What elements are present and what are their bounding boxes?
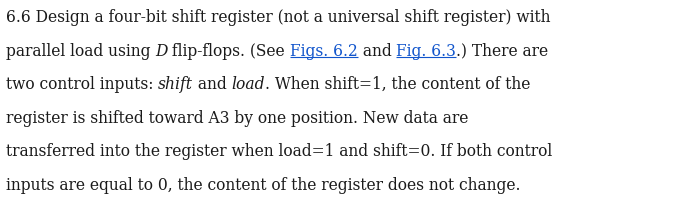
Text: .) There are: .) There are bbox=[456, 42, 548, 59]
Text: transferred into the register when load=1 and shift=0. If both control: transferred into the register when load=… bbox=[6, 142, 552, 159]
Text: inputs are equal to 0, the content of the register does not change.: inputs are equal to 0, the content of th… bbox=[6, 176, 520, 193]
Text: flip-flops. (See: flip-flops. (See bbox=[167, 42, 290, 59]
Text: 6.6 Design a four-bit shift register (not a universal shift register) with: 6.6 Design a four-bit shift register (no… bbox=[6, 9, 550, 26]
Text: Fig. 6.3: Fig. 6.3 bbox=[396, 42, 456, 59]
Text: register is shifted toward A3 by one position. New data are: register is shifted toward A3 by one pos… bbox=[6, 109, 468, 126]
Text: D: D bbox=[155, 42, 167, 59]
Text: Figs. 6.2: Figs. 6.2 bbox=[290, 42, 358, 59]
Text: and: and bbox=[193, 76, 232, 93]
Text: two control inputs:: two control inputs: bbox=[6, 76, 158, 93]
Text: load: load bbox=[232, 76, 265, 93]
Text: parallel load using: parallel load using bbox=[6, 42, 155, 59]
Text: shift: shift bbox=[158, 76, 193, 93]
Text: . When shift=1, the content of the: . When shift=1, the content of the bbox=[265, 76, 531, 93]
Text: and: and bbox=[358, 42, 396, 59]
